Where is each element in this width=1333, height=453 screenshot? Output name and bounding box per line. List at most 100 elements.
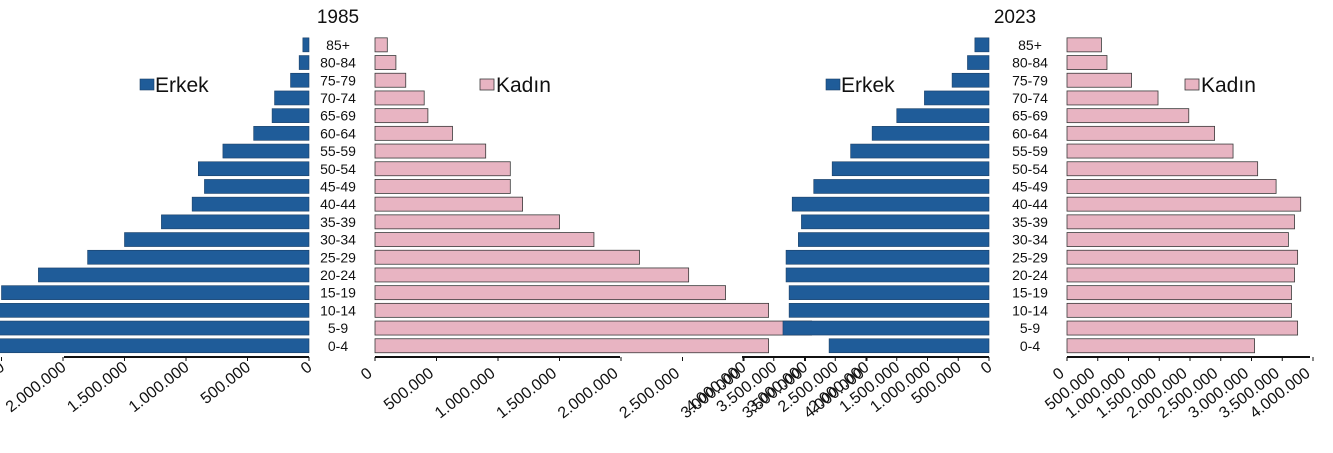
chart-title: 1985	[317, 7, 359, 28]
age-label: 35-39	[320, 214, 356, 230]
bar-kadin-75-79	[374, 72, 407, 88]
age-label: 85+	[1018, 37, 1042, 53]
bar-kadin-10-14	[374, 302, 770, 318]
age-label: 55-59	[320, 143, 356, 159]
legend-swatch-erkek	[825, 78, 841, 91]
age-label: 0-4	[1020, 338, 1040, 354]
bar-erkek-55-59	[850, 143, 990, 159]
bar-erkek-0-4	[828, 338, 990, 354]
bar-kadin-60-64	[1066, 125, 1216, 141]
age-label: 10-14	[320, 302, 356, 318]
bar-erkek-20-24	[785, 267, 990, 283]
bar-erkek-5-9	[782, 320, 990, 336]
bar-erkek-50-54	[198, 161, 310, 177]
age-label: 85+	[326, 37, 350, 53]
bar-kadin-80-84	[374, 55, 397, 70]
bar-kadin-40-44	[1066, 196, 1302, 212]
bar-erkek-35-39	[161, 214, 310, 230]
bar-erkek-0-4	[0, 338, 310, 354]
age-label: 30-34	[320, 232, 356, 248]
bar-kadin-10-14	[1066, 302, 1292, 318]
bar-erkek-70-74	[924, 90, 990, 106]
bar-erkek-10-14	[788, 303, 990, 318]
bar-kadin-30-34	[1066, 232, 1289, 247]
legend-label-erkek: Erkek	[841, 74, 895, 97]
bar-kadin-85+	[1066, 37, 1102, 53]
bar-erkek-60-64	[253, 126, 310, 141]
age-label: 75-79	[1012, 72, 1048, 88]
age-label: 60-64	[320, 125, 356, 141]
age-label: 40-44	[1012, 196, 1048, 212]
age-label: 75-79	[320, 72, 356, 88]
bar-erkek-25-29	[785, 249, 990, 265]
bar-kadin-20-24	[1066, 267, 1295, 283]
tick-label-left: 0	[978, 359, 996, 378]
legend-swatch-erkek	[139, 78, 155, 91]
age-label: 65-69	[1012, 108, 1048, 124]
bar-erkek-15-19	[788, 285, 990, 300]
bar-kadin-80-84	[1066, 55, 1108, 70]
bar-erkek-65-69	[271, 108, 310, 123]
legend-label-kadin: Kadın	[1201, 74, 1256, 97]
age-label: 20-24	[320, 267, 356, 283]
bar-erkek-60-64	[871, 126, 990, 141]
bar-erkek-10-14	[0, 303, 310, 318]
bar-kadin-65-69	[1066, 108, 1190, 124]
age-label: 50-54	[320, 161, 356, 177]
bar-kadin-70-74	[1066, 90, 1159, 106]
bar-erkek-45-49	[813, 179, 990, 194]
age-label: 10-14	[1012, 302, 1048, 318]
age-label: 15-19	[1012, 285, 1048, 301]
legend-label-erkek: Erkek	[155, 74, 209, 97]
legend-swatch-kadin	[479, 78, 495, 91]
age-label: 60-64	[1012, 125, 1048, 141]
age-label: 35-39	[1012, 214, 1048, 230]
age-label: 45-49	[320, 178, 356, 194]
bar-erkek-15-19	[1, 285, 310, 300]
bar-kadin-25-29	[1066, 249, 1299, 265]
tick-label-right: 0	[358, 365, 376, 384]
bar-erkek-40-44	[191, 196, 310, 212]
bar-erkek-30-34	[798, 232, 990, 247]
tick-label-right: 1.500.000	[494, 365, 561, 422]
bar-kadin-40-44	[374, 196, 524, 212]
bar-kadin-15-19	[374, 285, 726, 301]
chart-title: 2023	[994, 7, 1036, 28]
bar-kadin-35-39	[374, 214, 560, 230]
bar-erkek-75-79	[951, 72, 990, 88]
age-label: 80-84	[1012, 55, 1048, 71]
age-label: 5-9	[1020, 320, 1040, 336]
bar-erkek-75-79	[290, 72, 310, 88]
bar-kadin-0-4	[374, 338, 770, 354]
tick-label-right: 2.000.000	[555, 365, 622, 422]
tick-label-right: 500.000	[381, 365, 437, 414]
bar-kadin-25-29	[374, 249, 640, 265]
bar-kadin-35-39	[1066, 214, 1295, 230]
tick-label-left: 1.500.000	[64, 359, 131, 416]
age-label: 70-74	[320, 90, 356, 106]
tick-label-left: 500.000	[198, 359, 254, 408]
age-label: 65-69	[320, 108, 356, 124]
bar-erkek-85+	[302, 37, 310, 53]
age-label: 45-49	[1012, 178, 1048, 194]
legend-swatch-kadin	[1184, 78, 1200, 91]
bar-erkek-35-39	[801, 214, 990, 230]
bar-kadin-15-19	[1066, 285, 1292, 301]
age-label: 50-54	[1012, 161, 1048, 177]
age-label: 0-4	[328, 338, 348, 354]
bar-kadin-50-54	[1066, 161, 1259, 177]
age-label: 30-34	[1012, 232, 1048, 248]
bar-erkek-20-24	[38, 267, 310, 283]
bar-kadin-20-24	[374, 267, 690, 283]
bar-erkek-65-69	[896, 108, 990, 123]
bar-erkek-85+	[974, 37, 990, 53]
tick-label-left: 2.000.000	[3, 359, 70, 416]
age-label: 55-59	[1012, 143, 1048, 159]
bar-erkek-40-44	[791, 196, 990, 212]
age-label: 80-84	[320, 55, 356, 71]
age-label: 40-44	[320, 196, 356, 212]
bar-kadin-5-9	[1066, 320, 1299, 336]
